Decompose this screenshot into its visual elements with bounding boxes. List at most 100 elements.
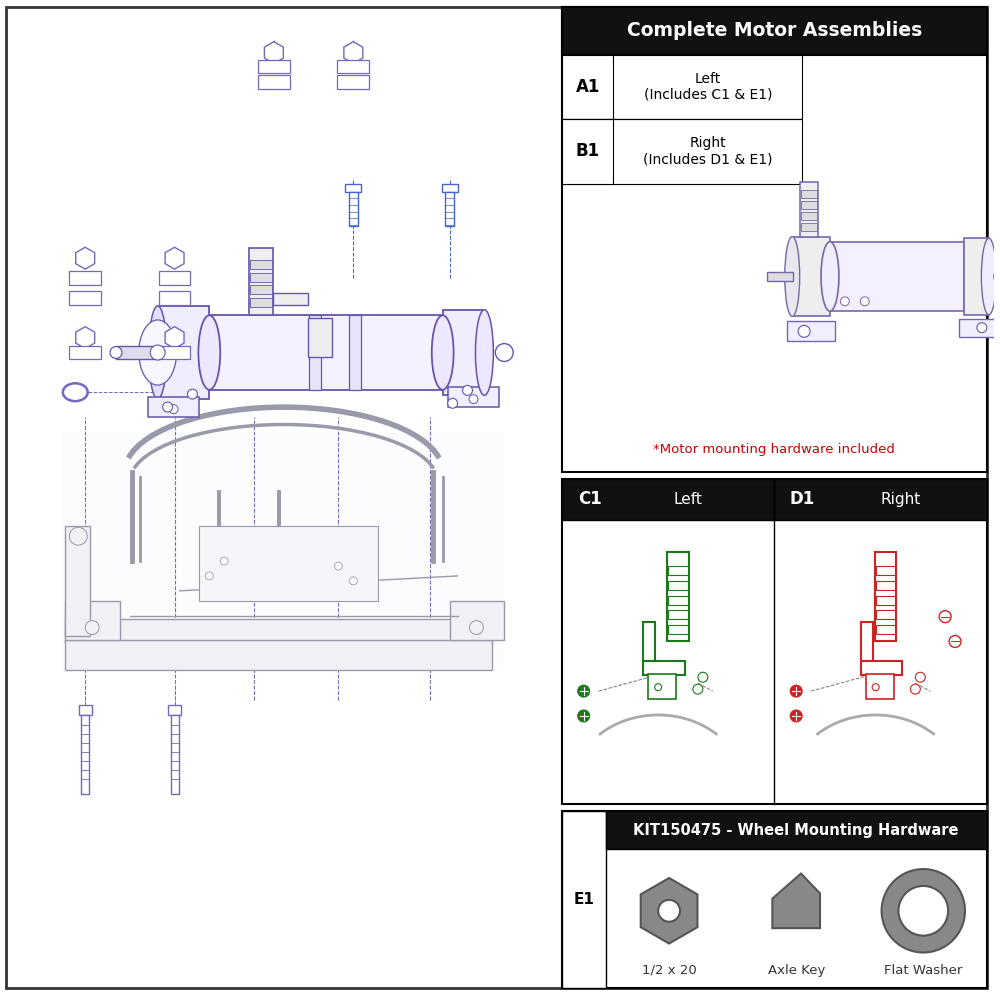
Bar [443,310,484,395]
Ellipse shape [872,684,879,691]
Bar [801,202,817,210]
Bar [876,626,895,635]
Ellipse shape [790,710,802,722]
Ellipse shape [785,236,800,317]
Bar [668,581,688,590]
Ellipse shape [821,241,839,311]
Polygon shape [76,327,95,349]
Text: Complete Motor Assemblies: Complete Motor Assemblies [627,21,922,41]
Ellipse shape [110,347,122,358]
Bar [562,811,987,988]
Bar [774,479,987,520]
Bar [199,526,378,601]
Bar [562,7,987,472]
Bar [562,55,613,119]
Text: E1: E1 [573,892,594,908]
Ellipse shape [981,238,996,315]
Ellipse shape [150,346,165,359]
Ellipse shape [469,621,483,635]
Text: Left
(Includes C1 & E1): Left (Includes C1 & E1) [644,71,772,102]
Bar [767,271,793,281]
Bar [249,248,273,316]
Bar [209,316,443,389]
Bar [792,236,830,317]
Text: *Motor mounting hardware included: *Motor mounting hardware included [653,443,895,457]
Ellipse shape [658,900,680,922]
Bar [158,306,209,399]
Bar [65,619,492,643]
Bar [562,55,802,119]
Bar [876,596,895,605]
Polygon shape [344,42,363,64]
Ellipse shape [655,684,662,691]
Ellipse shape [910,684,920,694]
Bar [148,397,199,417]
Bar [65,640,492,670]
Bar [562,479,987,804]
Ellipse shape [463,385,472,395]
Ellipse shape [578,685,590,697]
Bar [668,626,688,635]
Ellipse shape [85,621,99,635]
Bar [861,661,902,675]
Bar [258,60,290,73]
Ellipse shape [949,636,961,647]
Bar [250,286,272,294]
Ellipse shape [698,672,708,682]
Bar [250,259,272,268]
Ellipse shape [198,316,220,389]
Bar [69,271,101,285]
Bar [801,223,817,231]
Ellipse shape [220,557,228,565]
Bar [62,432,504,670]
Text: Flat Washer: Flat Washer [884,963,962,977]
Bar [81,715,89,794]
Bar [830,241,964,311]
Ellipse shape [475,310,493,395]
Bar [562,479,774,520]
Bar [876,581,895,590]
Text: A1: A1 [575,77,600,96]
Bar [168,705,181,715]
Polygon shape [165,327,184,349]
Ellipse shape [790,685,802,697]
Ellipse shape [939,611,951,623]
Bar [349,192,358,226]
Bar [448,387,499,407]
Bar [337,60,369,73]
Ellipse shape [860,297,869,306]
Ellipse shape [994,269,1000,283]
Text: Right
(Includes D1 & E1): Right (Includes D1 & E1) [643,136,773,167]
Ellipse shape [840,297,849,306]
Text: Right: Right [880,492,921,507]
Polygon shape [76,247,95,269]
Bar [787,322,835,342]
Ellipse shape [578,710,590,722]
Bar [964,238,989,315]
Bar [79,705,92,715]
Polygon shape [641,878,697,943]
Polygon shape [165,247,184,269]
Bar [308,318,332,357]
Ellipse shape [187,389,197,399]
Text: D1: D1 [790,491,815,508]
Bar [562,7,987,55]
Text: Axle Key: Axle Key [768,963,825,977]
Ellipse shape [448,398,458,408]
Ellipse shape [139,320,177,385]
Ellipse shape [977,323,987,333]
Bar [65,526,90,636]
Bar [959,319,1000,337]
Ellipse shape [163,402,173,412]
Bar [800,182,818,236]
Ellipse shape [882,869,965,952]
Ellipse shape [149,306,167,399]
Bar [337,75,369,89]
Bar [648,674,676,699]
Bar [442,184,458,192]
Bar [69,291,101,305]
Bar [562,811,606,988]
Text: Left: Left [674,492,702,507]
Bar [643,622,655,661]
Ellipse shape [898,886,948,935]
